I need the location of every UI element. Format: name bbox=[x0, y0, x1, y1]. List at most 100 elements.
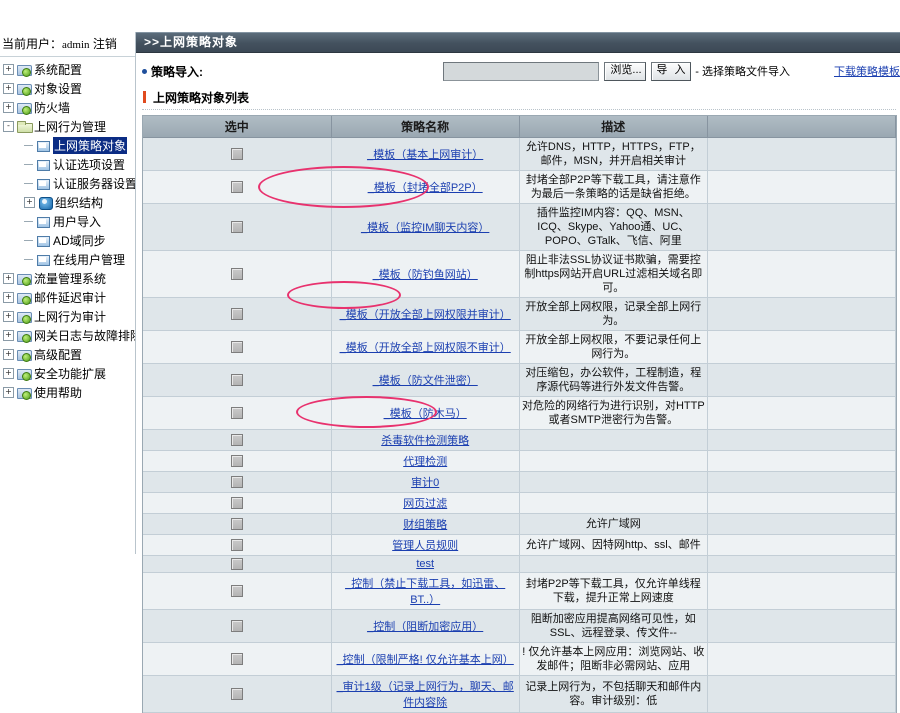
policy-name-link[interactable]: _控制（禁止下载工具，如迅雷、BT..） bbox=[345, 578, 506, 607]
row-checkbox[interactable] bbox=[230, 374, 243, 387]
expand-icon[interactable]: + bbox=[3, 83, 14, 94]
policy-name-link[interactable]: _审计1级（记录上网行为，聊天、邮件内容除 bbox=[336, 681, 514, 710]
download-template-link[interactable]: 下载策略模板 bbox=[834, 66, 900, 78]
sidebar-item-1[interactable]: + 对象设置 bbox=[0, 79, 135, 98]
sidebar-item-label: 系统配置 bbox=[34, 63, 83, 77]
row-checkbox[interactable] bbox=[230, 181, 243, 194]
policy-name-link[interactable]: _模板（开放全部上网权限并审计） bbox=[339, 309, 511, 321]
policy-name-link[interactable]: 管理人员规则 bbox=[392, 540, 459, 552]
expand-icon[interactable]: + bbox=[3, 330, 14, 341]
collapse-icon[interactable]: - bbox=[3, 121, 14, 132]
policy-name-link[interactable]: _模板（防文件泄密） bbox=[372, 375, 478, 387]
policy-name-link[interactable]: 网页过滤 bbox=[403, 498, 448, 510]
expand-icon[interactable]: + bbox=[3, 311, 14, 322]
table-row: 管理人员规则 允许广域网、因特网http、ssl、邮件 bbox=[143, 534, 897, 556]
policy-name-link[interactable]: _模板（监控IM聊天内容） bbox=[361, 222, 490, 234]
policy-name-link[interactable]: _控制（限制严格! 仅允许基本上网） bbox=[336, 654, 514, 667]
row-checkbox[interactable] bbox=[230, 497, 243, 510]
sidebar-item-4[interactable]: 上网策略对象 bbox=[0, 136, 135, 155]
policy-name-cell: _模板（开放全部上网权限不审计） bbox=[331, 330, 520, 364]
sidebar-item-6[interactable]: 认证服务器设置 bbox=[0, 174, 135, 193]
row-checkbox[interactable] bbox=[230, 539, 243, 552]
policy-name-link[interactable]: 杀毒软件检测策略 bbox=[381, 435, 470, 447]
row-checkbox[interactable] bbox=[230, 688, 243, 701]
sidebar-item-10[interactable]: 在线用户管理 bbox=[0, 250, 135, 269]
policy-name-link[interactable]: _模板（开放全部上网权限不审计） bbox=[339, 342, 511, 354]
row-checkbox[interactable] bbox=[230, 455, 243, 468]
row-checkbox[interactable] bbox=[230, 585, 243, 598]
row-checkbox[interactable] bbox=[230, 620, 243, 633]
policy-extra-cell bbox=[707, 513, 897, 535]
import-button[interactable]: 导 入 bbox=[651, 61, 692, 81]
top-blank-strip bbox=[0, 0, 900, 32]
sidebar-item-17[interactable]: + 使用帮助 bbox=[0, 383, 135, 402]
policy-name-link[interactable]: _模板（防木马） bbox=[383, 408, 467, 420]
row-checkbox[interactable] bbox=[230, 558, 243, 571]
row-checkbox[interactable] bbox=[230, 221, 243, 234]
row-checkbox[interactable] bbox=[230, 308, 243, 321]
folder-icon bbox=[17, 310, 32, 324]
expand-icon[interactable]: + bbox=[3, 64, 14, 75]
table-row: _控制（阻断加密应用） 阻断加密应用提高网络可见性，如SSL、远程登录、传文件-- bbox=[143, 609, 897, 644]
folder-icon bbox=[17, 272, 32, 286]
expand-icon[interactable]: + bbox=[3, 387, 14, 398]
policy-extra-cell bbox=[707, 363, 897, 397]
policy-extra-cell bbox=[707, 170, 897, 204]
folder-icon bbox=[17, 348, 32, 362]
expand-icon[interactable]: + bbox=[3, 102, 14, 113]
sidebar-item-13[interactable]: + 上网行为审计 bbox=[0, 307, 135, 326]
policy-name-link[interactable]: 财组策略 bbox=[403, 519, 448, 531]
policy-extra-cell bbox=[707, 429, 897, 451]
sidebar-item-label: 高级配置 bbox=[34, 348, 83, 362]
sidebar-item-14[interactable]: + 网关日志与故障排除 bbox=[0, 326, 135, 345]
logout-link[interactable]: 注销 bbox=[92, 37, 117, 51]
sidebar-item-7[interactable]: + 组织结构 bbox=[0, 193, 135, 212]
policy-name-link[interactable]: 代理检测 bbox=[403, 456, 448, 468]
policy-name-link[interactable]: _模板（封堵全部P2P） bbox=[367, 182, 483, 194]
sidebar-item-9[interactable]: AD域同步 bbox=[0, 231, 135, 250]
import-file-input[interactable] bbox=[443, 61, 600, 81]
expand-icon[interactable]: + bbox=[3, 292, 14, 303]
expand-icon[interactable]: + bbox=[3, 349, 14, 360]
tree-branch-line bbox=[24, 240, 33, 241]
table-row: _模板（防文件泄密） 对压缩包，办公软件，工程制造，程序源代码等进行外发文件告警。 bbox=[143, 363, 897, 397]
row-select-cell bbox=[143, 429, 332, 451]
sidebar-item-12[interactable]: + 邮件延迟审计 bbox=[0, 288, 135, 307]
policy-description: 插件监控IM内容：QQ、MSN、ICQ、Skype、Yahoo通、UC、POPO… bbox=[536, 207, 690, 247]
policy-name-link[interactable]: _控制（阻断加密应用） bbox=[367, 621, 484, 634]
sidebar-item-11[interactable]: + 流量管理系统 bbox=[0, 269, 135, 288]
sidebar-item-16[interactable]: + 安全功能扩展 bbox=[0, 364, 135, 383]
expand-icon[interactable]: + bbox=[3, 273, 14, 284]
policy-name-link[interactable]: _模板（基本上网审计） bbox=[367, 149, 484, 161]
browse-button[interactable]: 浏览... bbox=[604, 61, 647, 81]
row-checkbox[interactable] bbox=[230, 434, 243, 447]
sidebar-item-0[interactable]: + 系统配置 bbox=[0, 60, 135, 79]
policy-name-link[interactable]: 审计0 bbox=[411, 477, 440, 489]
row-checkbox[interactable] bbox=[230, 518, 243, 531]
policy-description-cell: 允许广域网、因特网http、ssl、邮件 bbox=[519, 534, 708, 556]
policy-description: 允许DNS，HTTP，HTTPS，FTP，邮件，MSN，并开启相关审计 bbox=[525, 141, 701, 167]
row-checkbox[interactable] bbox=[230, 653, 243, 666]
navigation-tree: + 系统配置 + 对象设置 + 防火墙 - 上网行为管理 上网策略对象 认证选项设置 认证服务器设置… bbox=[0, 57, 135, 402]
expand-icon[interactable]: + bbox=[24, 197, 35, 208]
sidebar-item-2[interactable]: + 防火墙 bbox=[0, 98, 135, 117]
row-checkbox[interactable] bbox=[230, 148, 243, 161]
sidebar-item-label: 安全功能扩展 bbox=[34, 367, 107, 381]
policy-name-link[interactable]: test bbox=[416, 558, 435, 571]
row-select-cell bbox=[143, 513, 332, 535]
row-checkbox[interactable] bbox=[230, 341, 243, 354]
row-checkbox[interactable] bbox=[230, 268, 243, 281]
sidebar-item-label: AD域同步 bbox=[53, 234, 106, 248]
col-select: 选中 bbox=[143, 116, 332, 138]
sidebar-item-15[interactable]: + 高级配置 bbox=[0, 345, 135, 364]
sidebar-item-3[interactable]: - 上网行为管理 bbox=[0, 117, 135, 136]
policy-name-cell: _控制（限制严格! 仅允许基本上网） bbox=[331, 642, 520, 677]
policy-description-cell: 阻断加密应用提高网络可见性，如SSL、远程登录、传文件-- bbox=[519, 609, 708, 644]
sidebar-item-8[interactable]: 用户导入 bbox=[0, 212, 135, 231]
sidebar-item-5[interactable]: 认证选项设置 bbox=[0, 155, 135, 174]
row-checkbox[interactable] bbox=[230, 476, 243, 489]
policy-name-link[interactable]: _模板（防钓鱼网站） bbox=[372, 269, 478, 281]
policy-description: 对危险的网络行为进行识别，对HTTP或者SMTP泄密行为告警。 bbox=[521, 400, 705, 426]
expand-icon[interactable]: + bbox=[3, 368, 14, 379]
row-checkbox[interactable] bbox=[230, 407, 243, 420]
